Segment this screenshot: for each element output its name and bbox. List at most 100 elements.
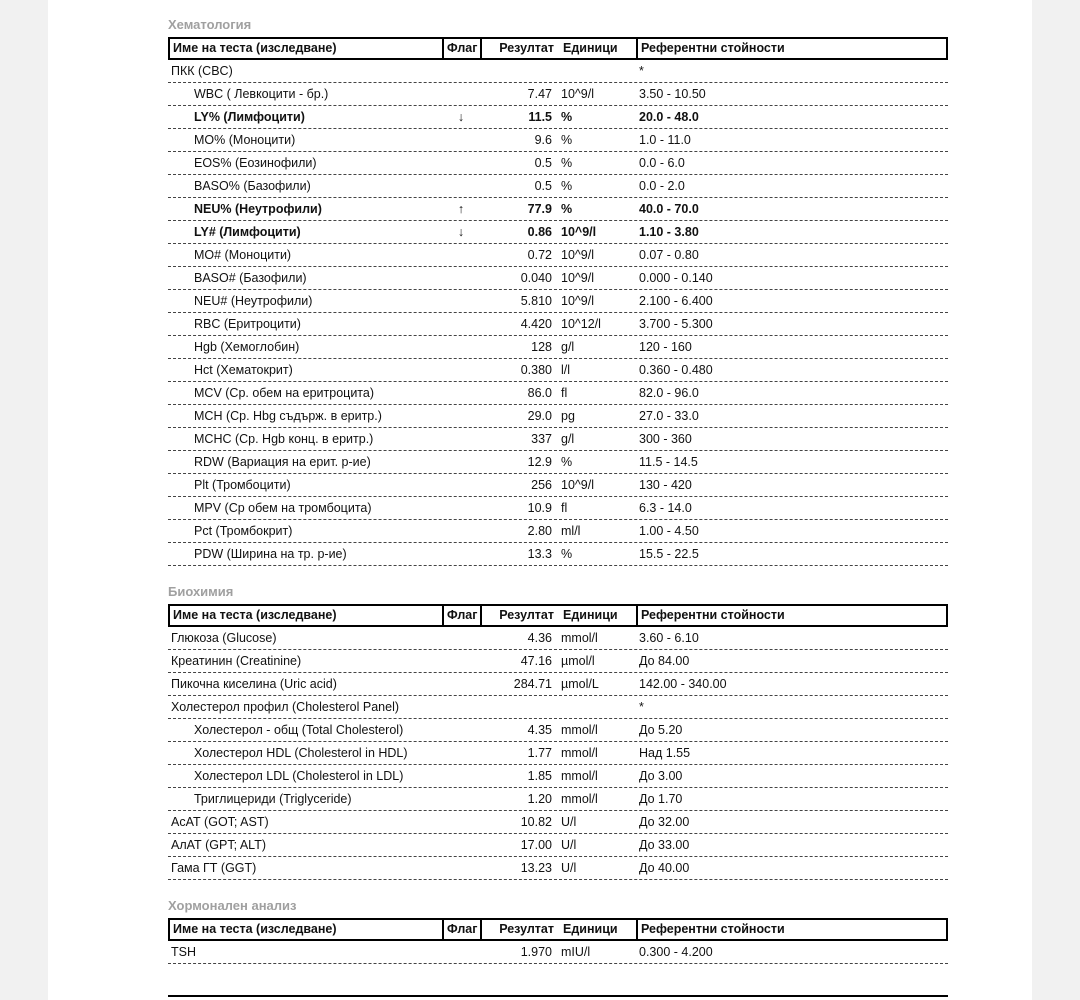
result-value: 1.77 — [527, 746, 552, 760]
table-row: Холестерол профил (Cholesterol Panel) * — [168, 696, 948, 719]
flag-cell — [442, 313, 480, 335]
section-hematology: Хематология Име на теста (изследване) Фл… — [168, 12, 948, 566]
result-value — [480, 60, 558, 82]
table-row: АсАТ (GOT; AST) 10.82 U/l До 32.00 — [168, 811, 948, 834]
header-name: Име на теста (изследване) — [170, 39, 444, 58]
result-value: 0.040 — [520, 271, 552, 285]
right-margin — [1032, 0, 1080, 1000]
test-name: ПКК (CBC) — [171, 64, 233, 78]
result-value: 2.80 — [527, 524, 552, 538]
flag-cell — [442, 627, 480, 649]
table-row: Холестерол - общ (Total Cholesterol) 4.3… — [168, 719, 948, 742]
reference-range: 6.3 - 14.0 — [639, 501, 692, 515]
table-row: RDW (Вариация на ерит. р-ие) 12.9 % 11.5… — [168, 451, 948, 474]
bottom-divider — [168, 995, 948, 997]
table-row: LY# (Лимфоцити) ↓ 0.86 10^9/l 1.10 - 3.8… — [168, 221, 948, 244]
reference-range: До 1.70 — [639, 792, 683, 806]
table-row: Холестерол HDL (Cholesterol in HDL) 1.77… — [168, 742, 948, 765]
table-row: Глюкоза (Glucose) 4.36 mmol/l 3.60 - 6.1… — [168, 627, 948, 650]
units: g/l — [561, 340, 575, 354]
test-name: EOS% (Еозинофили) — [194, 156, 317, 170]
flag-cell — [442, 543, 480, 565]
test-name: MCH (Ср. Hbg съдърж. в еритр.) — [194, 409, 382, 423]
header-units: Единици — [560, 39, 638, 58]
table-row: MCV (Ср. обем на еритроцита) 86.0 fl 82.… — [168, 382, 948, 405]
reference-range: 3.50 - 10.50 — [639, 87, 706, 101]
test-name: MCV (Ср. обем на еритроцита) — [194, 386, 375, 400]
table-row: MO# (Моноцити) 0.72 10^9/l 0.07 - 0.80 — [168, 244, 948, 267]
reference-range: 142.00 - 340.00 — [639, 677, 727, 691]
units: µmol/l — [561, 654, 595, 668]
flag-cell — [442, 290, 480, 312]
table-row: LY% (Лимфоцити) ↓ 11.5 % 20.0 - 48.0 — [168, 106, 948, 129]
result-value: 0.5 — [534, 156, 552, 170]
reference-range: 2.100 - 6.400 — [639, 294, 713, 308]
result-value: 13.23 — [520, 861, 552, 875]
units: U/l — [561, 838, 577, 852]
reference-range: 0.0 - 2.0 — [639, 179, 685, 193]
table-row: Холестерол LDL (Cholesterol in LDL) 1.85… — [168, 765, 948, 788]
flag-cell — [442, 497, 480, 519]
reference-range: 130 - 420 — [639, 478, 692, 492]
table-row: TSH 1.970 mIU/l 0.300 - 4.200 — [168, 941, 948, 964]
units: fl — [561, 501, 568, 515]
test-name: Plt (Тромбоцити) — [194, 478, 291, 492]
units: g/l — [561, 432, 575, 446]
result-value: 47.16 — [520, 654, 552, 668]
flag-cell — [442, 244, 480, 266]
reference-range: До 32.00 — [639, 815, 690, 829]
arrow-up-icon: ↑ — [457, 202, 465, 216]
reference-range: 0.07 - 0.80 — [639, 248, 699, 262]
table-row: Plt (Тромбоцити) 256 10^9/l 130 - 420 — [168, 474, 948, 497]
reference-range: 15.5 - 22.5 — [639, 547, 699, 561]
table-row: MCHC (Ср. Hgb конц. в еритр.) 337 g/l 30… — [168, 428, 948, 451]
test-name: BASO# (Базофили) — [194, 271, 307, 285]
reference-range: Над 1.55 — [639, 746, 691, 760]
units: mmol/l — [561, 631, 598, 645]
reference-range: 1.00 - 4.50 — [639, 524, 699, 538]
result-value: 1.970 — [520, 945, 552, 959]
test-name: LY# (Лимфоцити) — [194, 225, 301, 239]
units: fl — [561, 386, 568, 400]
flag-cell — [442, 765, 480, 787]
test-name: АсАТ (GOT; AST) — [171, 815, 269, 829]
units: 10^9/l — [561, 478, 594, 492]
flag-cell — [442, 175, 480, 197]
units: % — [561, 156, 573, 170]
reference-range: 20.0 - 48.0 — [639, 110, 699, 124]
flag-cell — [442, 520, 480, 542]
result-value: 337 — [531, 432, 552, 446]
header-result: Резултат — [499, 608, 554, 622]
test-name: MPV (Ср обем на тромбоцита) — [194, 501, 372, 515]
table-row: MCH (Ср. Hbg съдърж. в еритр.) 29.0 pg 2… — [168, 405, 948, 428]
result-value: 256 — [531, 478, 552, 492]
reference-range: * — [639, 64, 644, 78]
test-name: LY% (Лимфоцити) — [194, 110, 305, 124]
units: % — [561, 133, 573, 147]
table-row: АлАТ (GPT; ALT) 17.00 U/l До 33.00 — [168, 834, 948, 857]
flag-cell — [442, 857, 480, 879]
result-value: 7.47 — [527, 87, 552, 101]
table-header: Име на теста (изследване) Флаг Резултат … — [168, 918, 948, 941]
flag-cell — [442, 941, 480, 963]
header-flag: Флаг — [444, 606, 482, 625]
table-row: BASO# (Базофили) 0.040 10^9/l 0.000 - 0.… — [168, 267, 948, 290]
flag-cell — [442, 405, 480, 427]
result-value: 10.9 — [527, 501, 552, 515]
table-row: Hct (Хематокрит) 0.380 l/l 0.360 - 0.480 — [168, 359, 948, 382]
result-value: 77.9 — [527, 202, 552, 216]
table-row: Pct (Тромбокрит) 2.80 ml/l 1.00 - 4.50 — [168, 520, 948, 543]
header-flag: Флаг — [444, 920, 482, 939]
result-value: 29.0 — [527, 409, 552, 423]
reference-range: 0.0 - 6.0 — [639, 156, 685, 170]
table-row: Триглицериди (Triglyceride) 1.20 mmol/l … — [168, 788, 948, 811]
table-header: Име на теста (изследване) Флаг Резултат … — [168, 604, 948, 627]
reference-range: 0.000 - 0.140 — [639, 271, 713, 285]
units: 10^9/l — [561, 225, 597, 239]
units: % — [561, 547, 573, 561]
reference-range: 1.10 - 3.80 — [639, 225, 699, 239]
header-reference: Референтни стойности — [641, 922, 785, 936]
reference-range: 0.360 - 0.480 — [639, 363, 713, 377]
test-name: Холестерол LDL (Cholesterol in LDL) — [194, 769, 404, 783]
reference-range: До 84.00 — [639, 654, 690, 668]
